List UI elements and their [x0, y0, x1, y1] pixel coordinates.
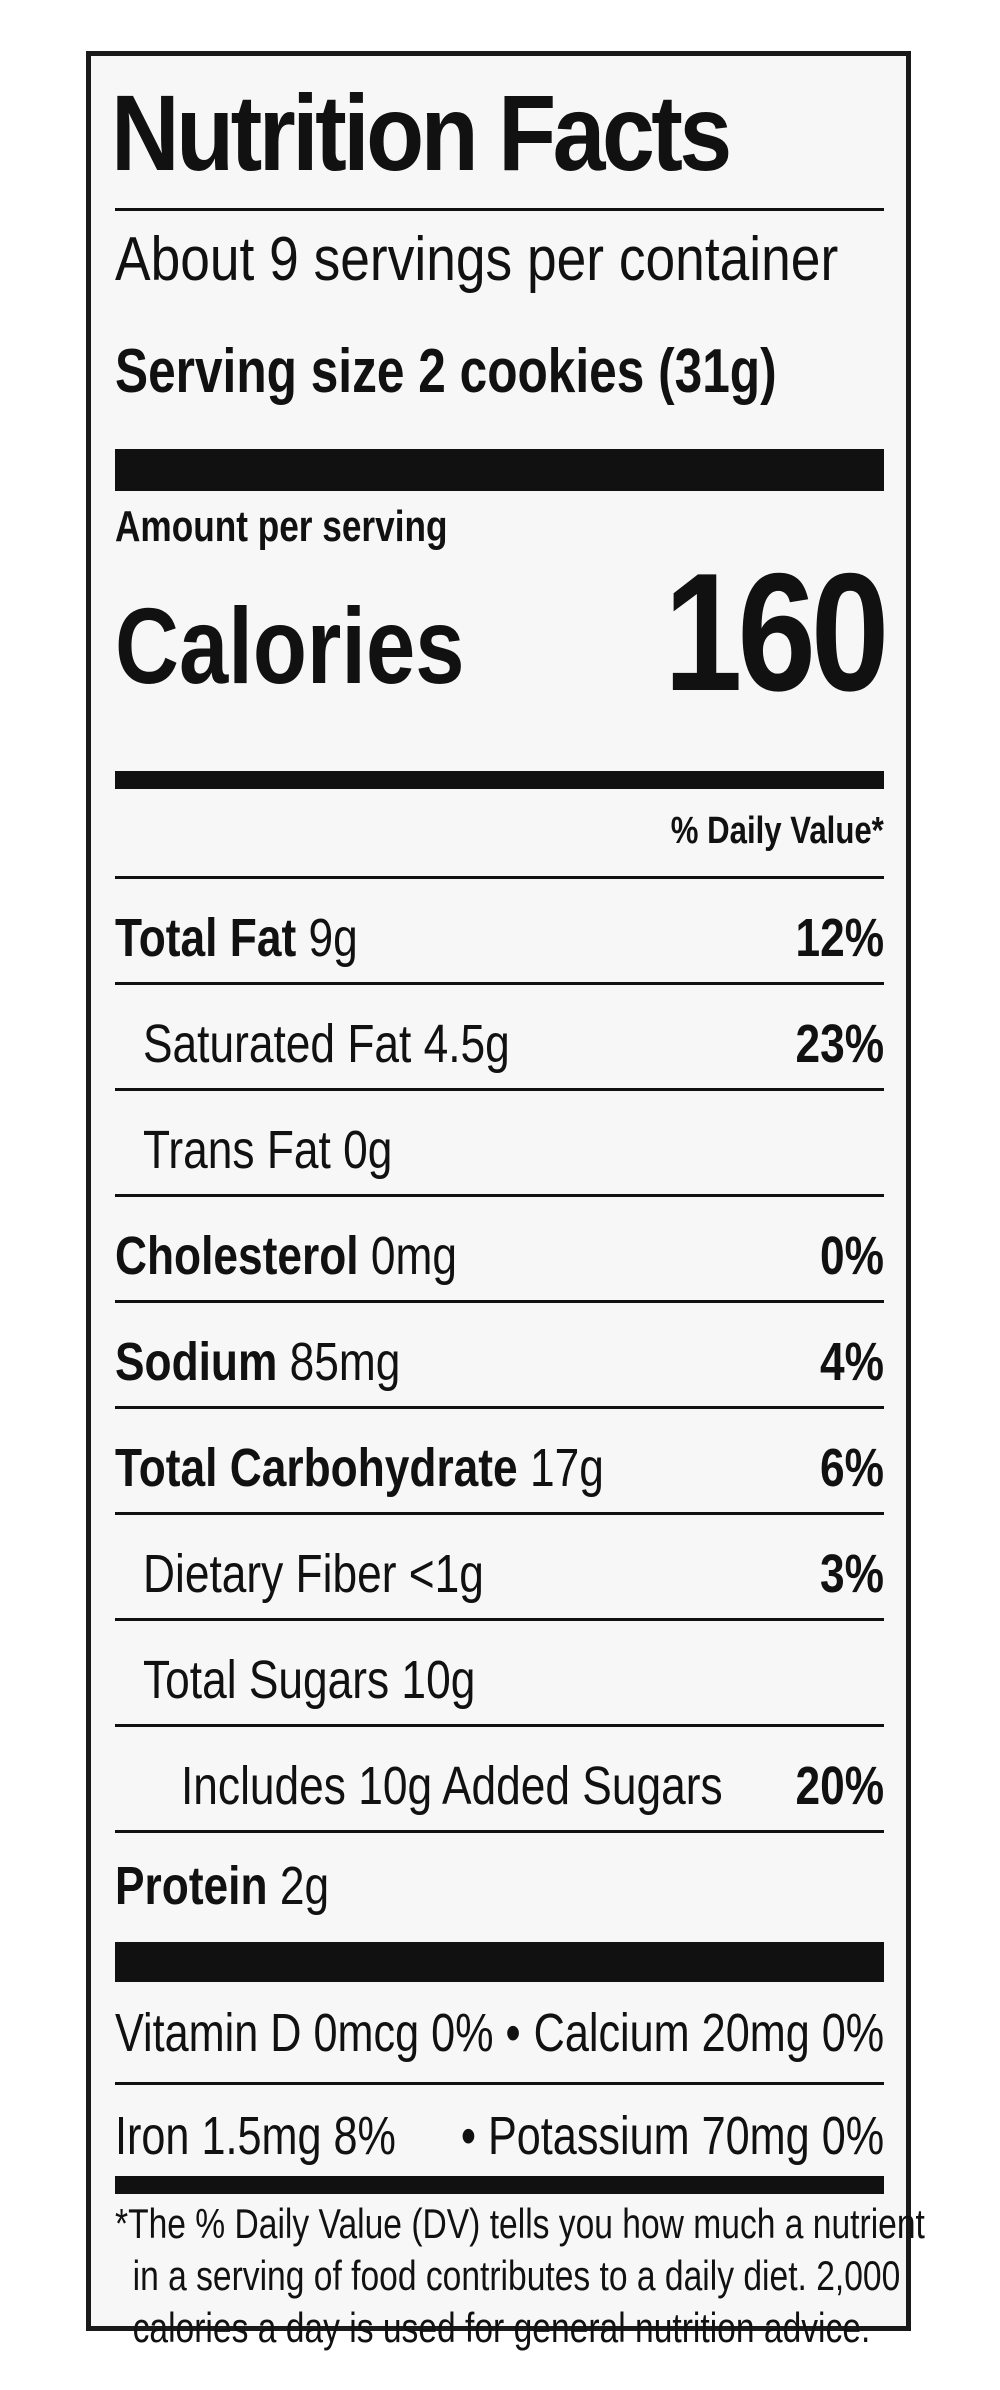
serving-size: Serving size 2 cookies (31g) [115, 337, 777, 406]
row-divider [115, 1300, 884, 1303]
nutrient-row-total-fat: Total Fat 9g 12% [115, 879, 884, 985]
nutrient-row-sodium: Sodium 85mg 4% [115, 1303, 884, 1409]
nutrient-dv: 12% [795, 908, 884, 968]
row-divider [115, 1088, 884, 1091]
nutrient-name: Dietary Fiber <1g [143, 1544, 484, 1604]
footnote-line: in a serving of food contributes to a da… [132, 2252, 901, 2299]
footnote-line: *The % Daily Value (DV) tells you how mu… [115, 2200, 925, 2247]
nutrient-name: Total Carbohydrate 17g [115, 1438, 604, 1498]
nutrition-label: Nutrition Facts About 9 servings per con… [86, 51, 925, 2351]
amount-per-serving: Amount per serving [115, 502, 448, 551]
title-divider [115, 208, 884, 211]
row-divider [115, 1618, 884, 1621]
row-divider [115, 1830, 884, 1833]
nutrient-name: Total Fat 9g [115, 908, 358, 968]
footnote: *The % Daily Value (DV) tells you how mu… [115, 2198, 925, 2354]
nutrient-dv: 6% [820, 1438, 884, 1498]
daily-value-header: % Daily Value* [670, 810, 884, 852]
daily-value-divider [115, 876, 884, 879]
nutrient-dv: 4% [820, 1332, 884, 1392]
calories-label: Calories [115, 585, 465, 706]
row-divider [115, 1406, 884, 1409]
nutrient-row-total-carbohydrate: Total Carbohydrate 17g 6% [115, 1409, 884, 1515]
footnote-divider [115, 2176, 884, 2194]
row-divider [115, 982, 884, 985]
vitamin-row-1: Vitamin D 0mcg 0% • Calcium 20mg 0% [115, 1982, 884, 2082]
vitamin-d-calcium-left: Vitamin D 0mcg 0% • [115, 2003, 521, 2063]
nutrient-name: Saturated Fat 4.5g [143, 1014, 510, 1074]
nutrient-dv: 20% [795, 1756, 884, 1816]
nutrient-row-total-sugars: Total Sugars 10g [115, 1621, 884, 1727]
vitamin-row-1-right: Calcium 20mg 0% [533, 2003, 884, 2063]
vitamin-row-2-left: Iron 1.5mg 8% [115, 2106, 396, 2166]
nutrient-name: Sodium 85mg [115, 1332, 401, 1392]
row-divider [115, 1194, 884, 1197]
nutrient-dv: 3% [820, 1544, 884, 1604]
nutrient-row-trans-fat: Trans Fat 0g [115, 1091, 884, 1197]
label-title: Nutrition Facts [111, 72, 732, 193]
nutrient-name: Trans Fat 0g [143, 1120, 393, 1180]
vitamin-row-2: Iron 1.5mg 8% • Potassium 70mg 0% [115, 2085, 884, 2185]
nutrient-name: Cholesterol 0mg [115, 1226, 458, 1286]
nutrient-name: Total Sugars 10g [143, 1650, 476, 1710]
calories-value: 160 [663, 538, 889, 726]
nutrient-dv: 0% [820, 1226, 884, 1286]
nutrient-row-dietary-fiber: Dietary Fiber <1g 3% [115, 1515, 884, 1621]
calories-divider [115, 771, 884, 789]
nutrient-name: Protein 2g [115, 1856, 330, 1916]
footnote-line: calories a day is used for general nutri… [132, 2304, 871, 2351]
row-divider [115, 1512, 884, 1515]
nutrient-name: Includes 10g Added Sugars [181, 1756, 723, 1816]
nutrient-row-protein: Protein 2g [115, 1833, 884, 1933]
thick-divider-top [115, 449, 884, 491]
nutrient-dv: 23% [795, 1014, 884, 1074]
nutrient-row-cholesterol: Cholesterol 0mg 0% [115, 1197, 884, 1303]
thick-divider-vitamins [115, 1942, 884, 1982]
vitamin-row-2-right: • Potassium 70mg 0% [460, 2106, 884, 2166]
vitamin-divider [115, 2082, 884, 2085]
nutrient-row-added-sugars: Includes 10g Added Sugars 20% [115, 1727, 884, 1833]
nutrient-row-saturated-fat: Saturated Fat 4.5g 23% [115, 985, 884, 1091]
row-divider [115, 1724, 884, 1727]
servings-per-container: About 9 servings per container [115, 225, 839, 294]
